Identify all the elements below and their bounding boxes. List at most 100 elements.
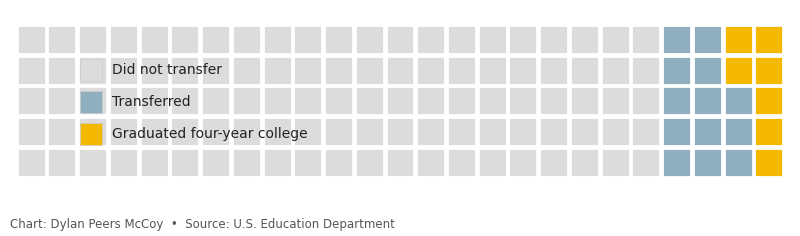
FancyBboxPatch shape xyxy=(478,148,506,177)
FancyBboxPatch shape xyxy=(386,25,414,54)
FancyBboxPatch shape xyxy=(478,56,506,85)
FancyBboxPatch shape xyxy=(570,148,599,177)
FancyBboxPatch shape xyxy=(354,117,384,146)
FancyBboxPatch shape xyxy=(17,148,46,177)
FancyBboxPatch shape xyxy=(693,86,722,115)
FancyBboxPatch shape xyxy=(232,148,261,177)
FancyBboxPatch shape xyxy=(47,56,77,85)
FancyBboxPatch shape xyxy=(47,148,77,177)
FancyBboxPatch shape xyxy=(754,117,783,146)
FancyBboxPatch shape xyxy=(754,25,783,54)
Text: Graduated four-year college: Graduated four-year college xyxy=(112,127,308,141)
Text: Transferred: Transferred xyxy=(112,95,191,109)
FancyBboxPatch shape xyxy=(601,117,630,146)
FancyBboxPatch shape xyxy=(601,86,630,115)
FancyBboxPatch shape xyxy=(386,86,414,115)
FancyBboxPatch shape xyxy=(81,123,102,145)
FancyBboxPatch shape xyxy=(78,117,107,146)
FancyBboxPatch shape xyxy=(324,148,353,177)
FancyBboxPatch shape xyxy=(140,86,169,115)
FancyBboxPatch shape xyxy=(78,25,107,54)
FancyBboxPatch shape xyxy=(631,25,660,54)
FancyBboxPatch shape xyxy=(354,25,384,54)
FancyBboxPatch shape xyxy=(723,56,753,85)
FancyBboxPatch shape xyxy=(262,56,291,85)
FancyBboxPatch shape xyxy=(354,86,384,115)
FancyBboxPatch shape xyxy=(509,117,538,146)
FancyBboxPatch shape xyxy=(447,56,476,85)
Text: Did not transfer: Did not transfer xyxy=(112,63,222,77)
FancyBboxPatch shape xyxy=(294,56,322,85)
FancyBboxPatch shape xyxy=(262,117,291,146)
FancyBboxPatch shape xyxy=(201,148,230,177)
FancyBboxPatch shape xyxy=(754,148,783,177)
FancyBboxPatch shape xyxy=(17,25,46,54)
FancyBboxPatch shape xyxy=(324,56,353,85)
FancyBboxPatch shape xyxy=(324,86,353,115)
FancyBboxPatch shape xyxy=(294,86,322,115)
FancyBboxPatch shape xyxy=(232,25,261,54)
FancyBboxPatch shape xyxy=(723,148,753,177)
FancyBboxPatch shape xyxy=(17,86,46,115)
FancyBboxPatch shape xyxy=(262,148,291,177)
FancyBboxPatch shape xyxy=(447,148,476,177)
FancyBboxPatch shape xyxy=(416,25,446,54)
FancyBboxPatch shape xyxy=(109,117,138,146)
FancyBboxPatch shape xyxy=(570,25,599,54)
FancyBboxPatch shape xyxy=(354,148,384,177)
FancyBboxPatch shape xyxy=(539,117,568,146)
FancyBboxPatch shape xyxy=(354,56,384,85)
FancyBboxPatch shape xyxy=(631,117,660,146)
FancyBboxPatch shape xyxy=(539,86,568,115)
FancyBboxPatch shape xyxy=(631,148,660,177)
FancyBboxPatch shape xyxy=(109,25,138,54)
FancyBboxPatch shape xyxy=(170,25,199,54)
FancyBboxPatch shape xyxy=(47,117,77,146)
FancyBboxPatch shape xyxy=(693,56,722,85)
FancyBboxPatch shape xyxy=(416,148,446,177)
FancyBboxPatch shape xyxy=(723,86,753,115)
FancyBboxPatch shape xyxy=(47,25,77,54)
FancyBboxPatch shape xyxy=(601,148,630,177)
FancyBboxPatch shape xyxy=(170,117,199,146)
FancyBboxPatch shape xyxy=(324,117,353,146)
FancyBboxPatch shape xyxy=(294,117,322,146)
FancyBboxPatch shape xyxy=(509,56,538,85)
FancyBboxPatch shape xyxy=(201,56,230,85)
FancyBboxPatch shape xyxy=(140,148,169,177)
FancyBboxPatch shape xyxy=(416,86,446,115)
FancyBboxPatch shape xyxy=(201,25,230,54)
FancyBboxPatch shape xyxy=(754,56,783,85)
Text: Chart: Dylan Peers McCoy  •  Source: U.S. Education Department: Chart: Dylan Peers McCoy • Source: U.S. … xyxy=(10,218,394,231)
FancyBboxPatch shape xyxy=(662,86,691,115)
FancyBboxPatch shape xyxy=(140,56,169,85)
FancyBboxPatch shape xyxy=(693,148,722,177)
FancyBboxPatch shape xyxy=(601,25,630,54)
FancyBboxPatch shape xyxy=(478,117,506,146)
FancyBboxPatch shape xyxy=(324,25,353,54)
FancyBboxPatch shape xyxy=(570,86,599,115)
FancyBboxPatch shape xyxy=(631,86,660,115)
FancyBboxPatch shape xyxy=(478,25,506,54)
FancyBboxPatch shape xyxy=(570,56,599,85)
FancyBboxPatch shape xyxy=(386,117,414,146)
FancyBboxPatch shape xyxy=(294,148,322,177)
FancyBboxPatch shape xyxy=(109,56,138,85)
FancyBboxPatch shape xyxy=(693,117,722,146)
FancyBboxPatch shape xyxy=(447,25,476,54)
FancyBboxPatch shape xyxy=(294,25,322,54)
FancyBboxPatch shape xyxy=(47,86,77,115)
FancyBboxPatch shape xyxy=(17,56,46,85)
FancyBboxPatch shape xyxy=(17,117,46,146)
FancyBboxPatch shape xyxy=(662,117,691,146)
FancyBboxPatch shape xyxy=(509,86,538,115)
FancyBboxPatch shape xyxy=(78,56,107,85)
FancyBboxPatch shape xyxy=(140,117,169,146)
FancyBboxPatch shape xyxy=(170,56,199,85)
FancyBboxPatch shape xyxy=(109,86,138,115)
FancyBboxPatch shape xyxy=(478,86,506,115)
FancyBboxPatch shape xyxy=(570,117,599,146)
FancyBboxPatch shape xyxy=(78,148,107,177)
FancyBboxPatch shape xyxy=(601,56,630,85)
FancyBboxPatch shape xyxy=(232,86,261,115)
